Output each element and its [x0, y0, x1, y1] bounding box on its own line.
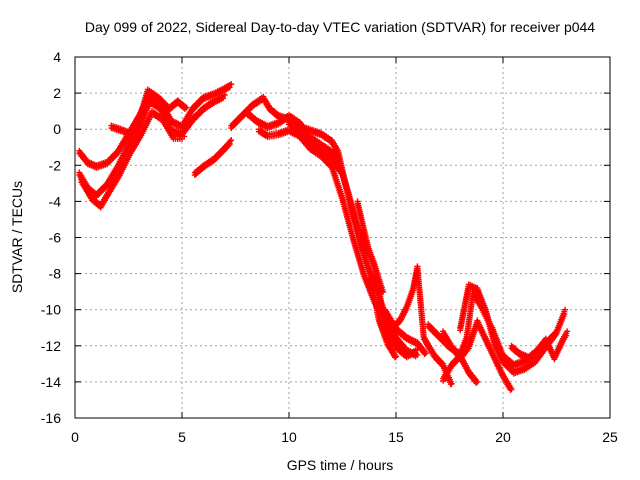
y-tick-label: -16: [41, 410, 61, 426]
y-tick-label: -4: [49, 193, 62, 209]
data-point: [221, 91, 228, 98]
data-point: [562, 306, 569, 313]
y-tick-label: -8: [49, 266, 62, 282]
x-tick-label: 20: [495, 429, 511, 445]
x-axis-label: GPS time / hours: [287, 457, 394, 473]
y-tick-label: 2: [53, 85, 61, 101]
data-point: [553, 328, 560, 335]
x-tick-label: 15: [388, 429, 404, 445]
data-point: [412, 349, 419, 356]
x-tick-label: 10: [281, 429, 297, 445]
y-tick-label: -2: [49, 157, 62, 173]
data-point: [422, 350, 429, 357]
y-tick-label: -10: [41, 302, 61, 318]
x-tick-label: 5: [178, 429, 186, 445]
data-point: [181, 133, 188, 140]
data-point: [473, 379, 480, 386]
data-point: [183, 104, 190, 111]
x-tick-label: 0: [71, 429, 79, 445]
data-point: [421, 350, 428, 357]
y-tick-label: 4: [53, 49, 61, 65]
data-point: [393, 353, 399, 360]
data-point: [552, 332, 559, 339]
data-point: [228, 137, 235, 144]
data-point: [226, 140, 233, 147]
data-point: [448, 380, 455, 387]
data-point: [228, 81, 235, 88]
y-axis-label: SDTVAR / TECUs: [9, 181, 25, 293]
data-points: [76, 81, 571, 393]
y-tick-label: -12: [41, 338, 61, 354]
x-tick-label: 25: [602, 429, 618, 445]
data-point: [563, 332, 570, 339]
grid-lines: [75, 57, 610, 418]
data-point: [226, 84, 233, 91]
data-point: [561, 311, 568, 318]
y-tick-label: -14: [41, 374, 61, 390]
data-point: [388, 342, 395, 349]
y-tick-label: 0: [53, 121, 61, 137]
y-tick-label: -6: [49, 230, 62, 246]
data-point: [220, 95, 227, 102]
data-point: [508, 386, 515, 393]
chart-title: Day 099 of 2022, Sidereal Day-to-day VTE…: [85, 19, 595, 35]
data-point: [564, 328, 571, 335]
data-point: [474, 378, 481, 385]
